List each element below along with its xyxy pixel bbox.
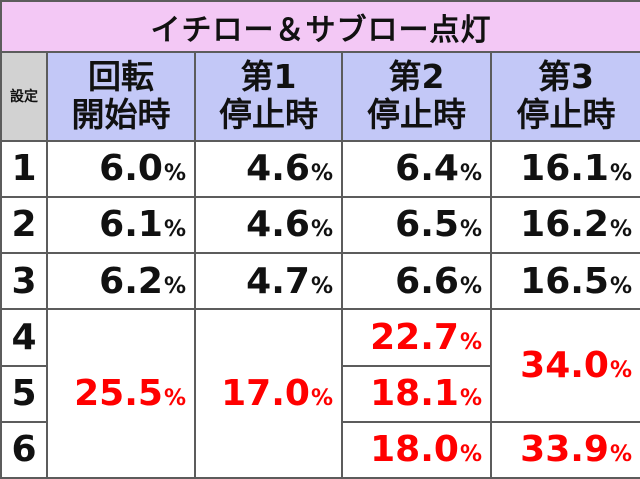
header-line: 第2: [388, 57, 445, 97]
value-number: 34.0: [520, 345, 609, 386]
header-line: 第3: [538, 57, 594, 97]
percent-sign: %: [609, 161, 633, 187]
header-stop2: 第2 停止時: [341, 51, 492, 142]
setting-label: 6: [0, 420, 48, 479]
value-number: 6.1: [99, 204, 163, 246]
value-cell: 18.1%: [341, 364, 492, 423]
value-cell: 33.9%: [489, 420, 640, 479]
value-cell: 6.1%: [46, 195, 196, 255]
setting-label: 4: [0, 308, 48, 367]
value-cell-merged: 25.5%: [46, 308, 196, 479]
value-number: 4.6: [246, 204, 310, 246]
setting-label: 5: [0, 364, 48, 423]
table-row: 2 6.1% 4.6% 6.5% 16.2%: [0, 195, 640, 255]
table-title: イチロー＆サブロー点灯: [0, 0, 640, 54]
percent-sign: %: [459, 273, 482, 299]
table-row: 6 18.0% 33.9%: [0, 420, 640, 479]
value-number: 18.1: [370, 373, 459, 415]
value-number: 25.5: [74, 373, 163, 415]
percent-sign: %: [310, 217, 333, 243]
setting-label: 2: [0, 195, 48, 255]
value-cell: 22.7%: [341, 308, 492, 367]
header-line: 停止時: [516, 95, 616, 135]
percent-sign: %: [609, 273, 633, 299]
header-spin-start: 回転 開始時: [46, 51, 196, 142]
setting-label: 1: [0, 139, 48, 198]
value-cell: 4.7%: [194, 252, 343, 311]
header-line: 回転: [88, 57, 154, 97]
value-number: 4.7: [246, 260, 310, 302]
value-cell: 4.6%: [194, 195, 343, 255]
percent-sign: %: [609, 358, 633, 383]
percent-sign: %: [609, 217, 633, 243]
value-number: 6.0: [99, 148, 163, 190]
percent-sign: %: [459, 161, 482, 187]
value-cell-merged: 34.0%: [489, 308, 640, 423]
table-row: 5 18.1%: [0, 364, 640, 423]
header-line: 第1: [240, 57, 297, 97]
percent-sign: %: [459, 442, 482, 468]
value-cell: 18.0%: [341, 420, 492, 479]
percent-sign: %: [163, 161, 186, 187]
header-line: 停止時: [219, 95, 318, 135]
setting-label: 3: [0, 252, 48, 311]
setting-header: 設定: [0, 51, 48, 142]
percent-sign: %: [163, 217, 186, 243]
value-cell: 16.1%: [489, 139, 640, 198]
value-number: 16.5: [520, 260, 609, 302]
value-cell: 6.6%: [341, 252, 492, 311]
table-row: 1 6.0% 4.6% 6.4% 16.1%: [0, 139, 640, 198]
value-cell: 6.2%: [46, 252, 196, 311]
value-number: 18.0: [370, 429, 459, 471]
value-number: 6.6: [395, 260, 459, 302]
value-cell: 16.2%: [489, 195, 640, 255]
header-line: 開始時: [71, 95, 171, 135]
table-row: 3 6.2% 4.7% 6.6% 16.5%: [0, 252, 640, 311]
header-stop3: 第3 停止時: [489, 51, 640, 142]
header-line: 停止時: [367, 95, 466, 135]
value-number: 16.1: [520, 148, 609, 190]
value-number: 17.0: [221, 373, 310, 415]
value-cell: 6.4%: [341, 139, 492, 198]
value-number: 6.4: [395, 148, 459, 190]
percent-sign: %: [459, 386, 482, 412]
value-number: 6.2: [99, 260, 163, 302]
table-row: 4 25.5% 17.0% 22.7% 34.0%: [0, 308, 640, 479]
percent-sign: %: [459, 217, 482, 243]
value-number: 33.9: [520, 429, 609, 471]
value-number: 6.5: [395, 204, 459, 246]
value-cell-merged: 17.0%: [194, 308, 343, 479]
header-stop1: 第1 停止時: [194, 51, 343, 142]
percent-sign: %: [310, 386, 333, 412]
value-number: 16.2: [520, 204, 609, 246]
value-number: 22.7: [370, 316, 459, 358]
value-cell: 4.6%: [194, 139, 343, 198]
percent-sign: %: [163, 273, 186, 299]
value-cell: 6.5%: [341, 195, 492, 255]
percent-sign: %: [310, 161, 333, 187]
percent-sign: %: [163, 386, 186, 412]
value-number: 4.6: [246, 148, 310, 190]
percent-sign: %: [459, 329, 482, 355]
percent-sign: %: [609, 442, 633, 468]
value-cell: 6.0%: [46, 139, 196, 198]
percent-sign: %: [310, 273, 333, 299]
value-cell: 16.5%: [489, 252, 640, 311]
